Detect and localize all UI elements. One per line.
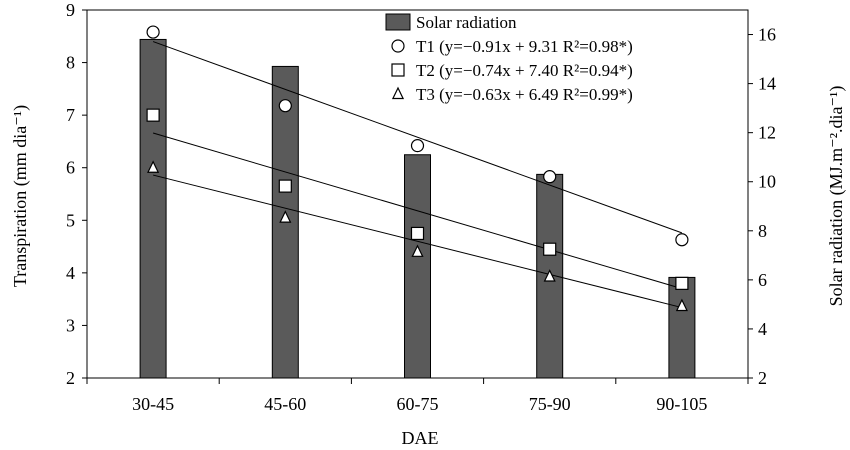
y-right-tick-label: 8 bbox=[758, 221, 767, 241]
trend-line-t1 bbox=[152, 41, 683, 234]
x-axis-title: DAE bbox=[402, 428, 439, 448]
x-tick-label: 90-105 bbox=[656, 394, 707, 414]
legend-marker-t1 bbox=[391, 39, 405, 53]
axes: 2 3 4 5 6 7 8 9 2 4 6 8 10 12 14 16 30-45 45-60 60-75 75-90… bbox=[66, 0, 776, 414]
point-t2-30-45 bbox=[146, 108, 160, 122]
point-t1-75-90 bbox=[543, 170, 557, 184]
y-left-tick-label: 3 bbox=[66, 315, 75, 335]
x-tick-label: 60-75 bbox=[397, 394, 439, 414]
legend-label-t3: T3 (y=−0.63x + 6.49 R²=0.99*) bbox=[416, 85, 633, 104]
y-axis-left-title: Transpiration (mm dia⁻¹) bbox=[10, 105, 31, 287]
y-axis-right-title: Solar radiation (MJ.m⁻².dia⁻¹) bbox=[826, 86, 847, 307]
bar-solar-radiation-30-45 bbox=[139, 38, 167, 379]
y-left-tick-label: 7 bbox=[66, 105, 75, 125]
legend-marker-t3 bbox=[391, 86, 405, 100]
y-right-tick-label: 16 bbox=[758, 25, 776, 45]
y-right-tick-label: 2 bbox=[758, 368, 767, 388]
point-t1-30-45 bbox=[146, 25, 160, 39]
y-left-tick-label: 9 bbox=[66, 0, 75, 20]
y-right-tick-label: 4 bbox=[758, 319, 767, 339]
x-tick-label: 45-60 bbox=[264, 394, 306, 414]
legend-label-t2: T2 (y=−0.74x + 7.40 R²=0.94*) bbox=[416, 61, 633, 80]
legend-marker-t2 bbox=[391, 63, 405, 77]
y-right-tick-label: 12 bbox=[758, 123, 776, 143]
point-t1-45-60 bbox=[278, 99, 292, 113]
y-left-tick-label: 2 bbox=[66, 368, 75, 388]
point-t1-90-105 bbox=[675, 233, 689, 247]
trend-lines bbox=[152, 41, 683, 309]
point-t3-30-45 bbox=[147, 160, 160, 173]
data-points bbox=[146, 25, 689, 312]
point-t2-60-75 bbox=[410, 226, 425, 241]
point-t2-45-60 bbox=[278, 179, 292, 193]
bar-solar-radiation-90-105 bbox=[668, 276, 696, 379]
y-right-tick-label: 14 bbox=[758, 74, 776, 94]
point-t3-90-105 bbox=[675, 298, 688, 312]
solar-radiation-bars bbox=[139, 38, 696, 379]
point-t3-45-60 bbox=[279, 210, 292, 223]
y-right-tick-label: 6 bbox=[758, 270, 767, 290]
legend: Solar radiation T1 (y=−0.91x + 9.31 R²=0.… bbox=[385, 13, 633, 104]
legend-label-solar-radiation: Solar radiation bbox=[416, 13, 517, 32]
x-tick-label: 30-45 bbox=[132, 394, 174, 414]
point-t1-60-75 bbox=[410, 139, 425, 153]
point-t3-60-75 bbox=[411, 244, 424, 257]
y-left-tick-label: 5 bbox=[66, 210, 75, 230]
point-t2-75-90 bbox=[543, 242, 557, 256]
bar-solar-radiation-60-75 bbox=[404, 154, 431, 379]
trend-line-t3 bbox=[152, 174, 683, 309]
y-right-tick-label: 10 bbox=[758, 172, 776, 192]
y-left-tick-label: 6 bbox=[66, 158, 75, 178]
point-t3-75-90 bbox=[543, 269, 556, 282]
point-t2-90-105 bbox=[675, 276, 689, 290]
legend-label-t1: T1 (y=−0.91x + 9.31 R²=0.98*) bbox=[416, 37, 633, 56]
y-left-tick-label: 4 bbox=[66, 263, 75, 283]
trend-line-t2 bbox=[152, 132, 683, 290]
y-left-tick-label: 8 bbox=[66, 53, 75, 73]
legend-swatch-solar-radiation bbox=[385, 13, 411, 31]
x-tick-label: 75-90 bbox=[529, 394, 571, 414]
